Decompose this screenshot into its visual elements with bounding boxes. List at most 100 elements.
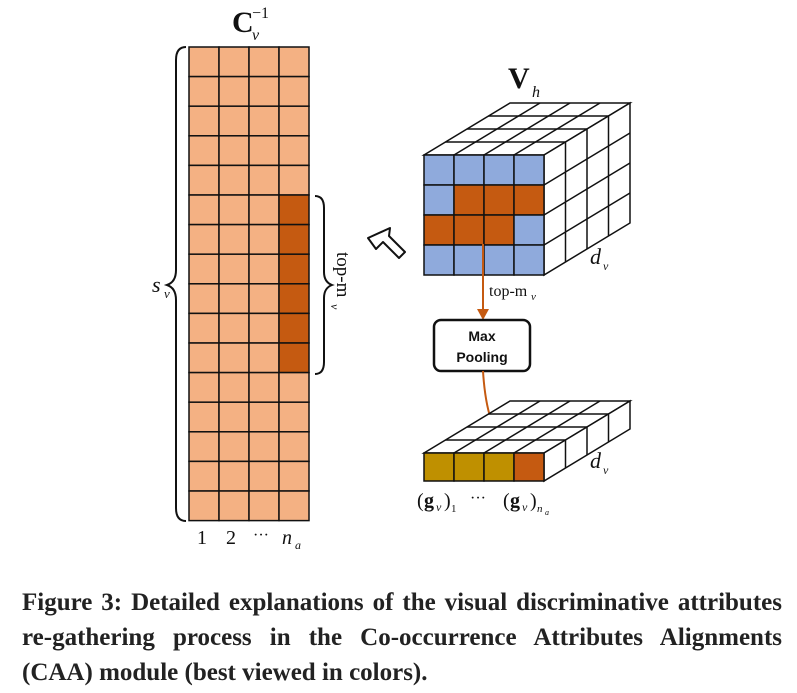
tensor-title: V xyxy=(508,62,530,95)
matrix-cell xyxy=(188,460,220,492)
matrix-cell-highlight xyxy=(278,223,310,255)
col-label-2: 2 xyxy=(226,527,236,549)
output-depth-label: d xyxy=(590,448,602,473)
col-label-last: n xyxy=(282,527,292,549)
matrix-cell xyxy=(248,371,280,403)
matrix-cell xyxy=(278,371,310,403)
tensor-depth-label-sub: v xyxy=(603,259,609,273)
matrix-cell xyxy=(248,194,280,226)
tensor-cell xyxy=(483,244,515,276)
tensor-depth-label: d xyxy=(590,244,602,269)
matrix-cell xyxy=(188,312,220,344)
out-first-g: g xyxy=(424,490,434,512)
out-last-close: ) xyxy=(530,490,537,512)
matrix-cell xyxy=(248,223,280,255)
out-first-close: ) xyxy=(444,490,451,512)
matrix-cell xyxy=(218,490,250,522)
matrix-cell xyxy=(218,105,250,137)
matrix-cell xyxy=(188,75,220,107)
topm-label-sub: v xyxy=(328,304,342,310)
matrix-cell xyxy=(278,460,310,492)
matrix-title: C xyxy=(232,6,254,39)
matrix-cell xyxy=(278,490,310,522)
feature-tensor xyxy=(421,101,633,277)
matrix-cell xyxy=(188,490,220,522)
tensor-cell-highlight xyxy=(453,214,485,246)
matrix-cell xyxy=(278,135,310,167)
matrix-cell xyxy=(248,401,280,433)
topm-label: top-m xyxy=(332,252,353,298)
matrix-cell xyxy=(188,194,220,226)
matrix-cell xyxy=(188,431,220,463)
out-last-sub: v xyxy=(522,500,528,514)
matrix-cell xyxy=(188,401,220,433)
matrix-cell-highlight xyxy=(278,253,310,285)
arrow-label-sub: v xyxy=(531,291,536,303)
matrix-cell xyxy=(248,342,280,374)
matrix-cell xyxy=(278,431,310,463)
matrix-cell xyxy=(248,46,280,78)
matrix-cell xyxy=(278,75,310,107)
output-cell xyxy=(453,452,485,482)
tensor-cell xyxy=(423,154,455,186)
output-depth-label-sub: v xyxy=(603,463,609,477)
max-pooling-box xyxy=(432,318,532,373)
matrix-cell xyxy=(188,342,220,374)
matrix-cell xyxy=(218,431,250,463)
out-last-idx: n xyxy=(537,503,543,515)
matrix-cell xyxy=(248,283,280,315)
matrix-cell-highlight xyxy=(278,342,310,374)
tensor-cell xyxy=(513,154,545,186)
caa-diagram: C v −1 s v top-m v 1 2 ··· n a V h d v t… xyxy=(152,5,633,552)
col-label-1: 1 xyxy=(197,527,207,549)
matrix-cell xyxy=(188,135,220,167)
tensor-cell xyxy=(453,154,485,186)
matrix-cell xyxy=(218,164,250,196)
out-ellipsis: ··· xyxy=(470,490,486,507)
matrix-cell xyxy=(218,194,250,226)
matrix-cell xyxy=(218,312,250,344)
figure-caption: Figure 3: Detailed explanations of the v… xyxy=(22,589,782,686)
matrix-cell xyxy=(218,401,250,433)
matrix-cell xyxy=(248,253,280,285)
matrix-cell xyxy=(218,460,250,492)
tensor-cell xyxy=(513,214,545,246)
rows-label-sub: v xyxy=(164,286,170,301)
hollow-arrow-icon xyxy=(367,227,406,259)
matrix-cell xyxy=(248,75,280,107)
tensor-cell-highlight xyxy=(513,184,545,216)
out-first-sub: v xyxy=(436,500,442,514)
tensor-cell xyxy=(453,244,485,276)
matrix-cell-highlight xyxy=(278,283,310,315)
tensor-title-sub: h xyxy=(532,84,540,101)
matrix-cell xyxy=(188,223,220,255)
output-cell-highlight xyxy=(513,452,545,482)
matrix-cell xyxy=(188,105,220,137)
max-pooling-line2: Pooling xyxy=(456,349,507,365)
matrix-cell xyxy=(218,223,250,255)
attention-matrix xyxy=(188,46,310,522)
rows-label: s xyxy=(152,272,161,297)
matrix-cell xyxy=(248,460,280,492)
topm-arrowhead xyxy=(477,309,489,320)
matrix-cell xyxy=(248,135,280,167)
matrix-cell xyxy=(248,490,280,522)
matrix-cell xyxy=(188,283,220,315)
matrix-cell xyxy=(218,135,250,167)
matrix-cell xyxy=(248,164,280,196)
tensor-cell-highlight xyxy=(453,184,485,216)
col-label-last-sub: a xyxy=(295,538,301,552)
matrix-cell xyxy=(248,431,280,463)
matrix-title-sup: −1 xyxy=(252,5,269,22)
output-vector xyxy=(421,399,633,483)
matrix-cell xyxy=(278,46,310,78)
tensor-cell xyxy=(483,154,515,186)
matrix-cell xyxy=(188,46,220,78)
matrix-cell-highlight xyxy=(278,312,310,344)
matrix-cell xyxy=(278,105,310,137)
tensor-cell-highlight xyxy=(423,214,455,246)
out-first-idx: 1 xyxy=(451,503,457,515)
matrix-cell xyxy=(188,253,220,285)
output-cell xyxy=(483,452,515,482)
out-last-g: g xyxy=(510,490,520,512)
